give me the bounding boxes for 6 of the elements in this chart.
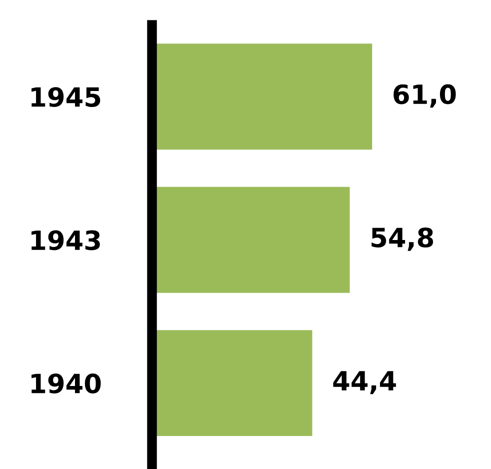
- y-tick-label: 1940: [32, 374, 101, 394]
- data-label: 44,4: [333, 371, 396, 394]
- y-tick-label: 1945: [32, 87, 100, 108]
- data-label: 61,0: [394, 84, 456, 108]
- data-label: 54,8: [372, 228, 434, 251]
- y-tick-label: 1943: [32, 230, 100, 250]
